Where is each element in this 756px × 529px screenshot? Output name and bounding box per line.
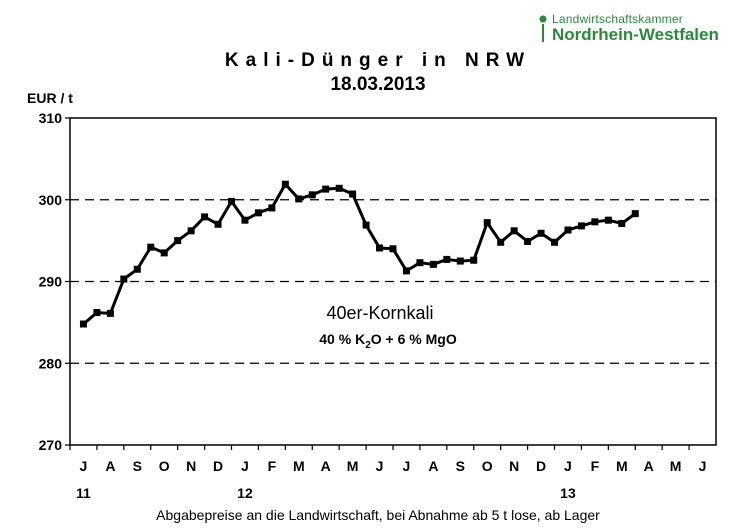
x-tick-label: J [376,458,384,474]
data-point [631,210,639,218]
data-point [591,218,599,226]
x-tick-label: J [699,458,707,474]
data-point [281,180,289,188]
x-tick-label: O [159,458,170,474]
chart-subtitle: 18.03.2013 [330,74,426,95]
data-point [147,243,155,251]
formula-part-a: 40 % K [319,331,365,347]
y-tick-label: 300 [39,192,63,208]
logo: Landwirtschaftskammer Nordrhein-Westfale… [538,10,738,46]
x-tick-label: J [403,458,411,474]
x-tick-label: N [186,458,196,474]
data-point [429,260,437,268]
y-tick-label: 280 [39,355,63,371]
x-axis-ticks: J A S O N D J F M A M J J A S O N D J F M A M J11 12 13 [69,445,707,501]
data-point [349,190,357,198]
data-point [510,227,518,235]
data-point [416,259,424,267]
y-axis-ticks: 270 280 290 300 310 [39,110,70,453]
data-point [228,197,235,205]
product-annotation: 40er-Kornkali 40 % K2O + 6 % MgO [319,303,457,351]
x-tick-label: F [591,458,600,474]
data-point [268,204,276,212]
x-tick-label: S [133,458,142,474]
x-tick-label: M [670,458,682,474]
x-axis-caption: Abgabepreise an die Landwirtschaft, bei … [156,507,600,523]
data-point [497,238,505,246]
data-point [618,219,626,227]
data-point [335,184,343,192]
x-tick-label: A [428,458,438,474]
x-tick-label: F [268,458,277,474]
data-point [295,195,303,203]
x-tick-label: S [456,458,465,474]
formula-subscript: 2 [365,340,371,351]
year-label: 13 [560,485,576,501]
x-tick-label: M [347,458,359,474]
data-point [322,185,330,193]
data-point [402,267,410,275]
y-tick-label: 270 [39,437,63,453]
x-tick-label: D [213,458,223,474]
data-point [564,226,572,234]
x-tick-label: M [616,458,628,474]
data-point [201,213,209,221]
y-tick-label: 290 [39,274,63,290]
data-point [214,220,222,228]
x-tick-label: J [564,458,572,474]
x-tick-label: J [241,458,249,474]
data-point [362,221,370,229]
data-point [376,244,384,252]
chart-title: Kali-Dünger in NRW [224,50,532,71]
data-point [604,216,612,224]
data-point [133,265,141,273]
data-point [483,219,491,227]
x-tick-label: J [80,458,88,474]
logo-line-2: Nordrhein-Westfalen [552,25,719,44]
data-point [456,257,464,265]
x-tick-label: A [321,458,331,474]
data-point [537,229,545,237]
data-point [174,237,182,245]
x-tick-label: A [105,458,115,474]
data-point [160,249,168,257]
data-point [577,222,585,230]
data-point [93,309,101,317]
x-tick-label: O [482,458,493,474]
data-point [308,191,316,199]
gridlines [70,199,716,364]
logo-leaf-icon [539,15,547,42]
year-label: 12 [237,485,253,501]
formula-part-b: O + 6 % MgO [371,331,457,347]
data-point [120,275,128,283]
x-tick-label: N [509,458,519,474]
year-label: 11 [76,485,91,501]
y-axis-label: EUR / t [27,90,73,106]
y-tick-label: 310 [39,110,63,126]
data-point [551,238,558,246]
data-point [254,209,262,217]
product-label: 40er-Kornkali [326,303,433,323]
data-point [389,245,397,253]
logo-line-1: Landwirtschaftskammer [552,12,683,26]
data-point [106,309,114,317]
data-point [524,237,532,245]
formula-label: 40 % K2O + 6 % MgO [319,331,457,351]
x-tick-label: A [644,458,654,474]
data-point [443,255,451,263]
series-layer [79,180,639,328]
data-point [187,227,195,235]
data-point [79,320,87,328]
x-tick-label: M [293,458,305,474]
data-point [470,256,478,264]
data-point [241,216,249,224]
x-tick-label: D [536,458,546,474]
